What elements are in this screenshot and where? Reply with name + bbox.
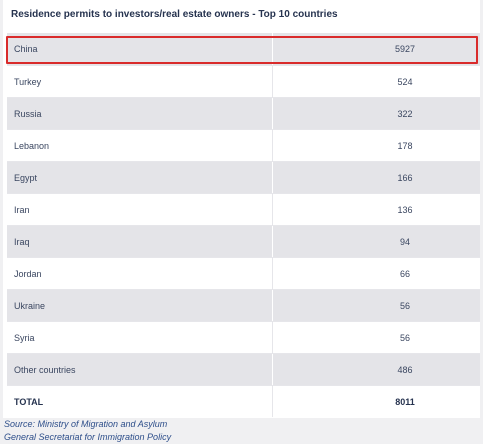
table-row: Syria 56 (7, 321, 480, 353)
column-divider (272, 33, 273, 65)
table-row: Egypt 166 (7, 161, 480, 193)
column-divider (272, 130, 273, 161)
value-cell: 178 (397, 141, 413, 151)
total-row: TOTAL 8011 (7, 385, 480, 417)
country-cell: Iraq (14, 237, 30, 247)
country-cell: Syria (14, 333, 35, 343)
table-row: Russia 322 (7, 97, 480, 129)
value-cell: 5927 (394, 44, 416, 54)
country-cell: Lebanon (14, 141, 50, 151)
value-cell: 524 (397, 77, 413, 87)
table-row: Iran 136 (7, 193, 480, 225)
value-cell: 56 (399, 301, 410, 311)
column-divider (272, 98, 273, 129)
total-label: TOTAL (14, 397, 44, 407)
source-line-2: General Secretariat for Immigration Poli… (4, 432, 172, 442)
country-cell: Iran (14, 205, 30, 215)
column-divider (272, 226, 273, 257)
table-row: Ukraine 56 (7, 289, 480, 321)
value-cell: 486 (397, 365, 413, 375)
value-cell: 166 (397, 173, 413, 183)
column-divider (272, 258, 273, 289)
source-line-1: Source: Ministry of Migration and Asylum (4, 419, 168, 429)
country-cell: Other countries (14, 365, 76, 375)
country-cell: China (14, 44, 38, 54)
column-divider (272, 162, 273, 193)
table-title: Residence permits to investors/real esta… (11, 9, 338, 20)
column-divider (272, 194, 273, 225)
column-divider (272, 322, 273, 353)
column-divider (272, 354, 273, 385)
table-row: Iraq 94 (7, 225, 480, 257)
column-divider (272, 66, 273, 97)
value-cell: 56 (399, 333, 410, 343)
column-divider (272, 290, 273, 321)
table-row: Other countries 486 (7, 353, 480, 385)
country-cell: Egypt (14, 173, 38, 183)
country-cell: Ukraine (14, 301, 46, 311)
value-cell: 322 (397, 109, 413, 119)
value-cell: 94 (399, 237, 410, 247)
value-cell: 136 (397, 205, 413, 215)
column-divider (272, 386, 273, 417)
table-row: Lebanon 178 (7, 129, 480, 161)
table-row: China 5927 (7, 33, 480, 65)
table-row: Jordan 66 (7, 257, 480, 289)
country-cell: Turkey (14, 77, 42, 87)
country-cell: Russia (14, 109, 42, 119)
total-value: 8011 (395, 397, 415, 407)
permits-table: China 5927 Turkey 524 Russia 322 Lebanon… (7, 33, 480, 417)
value-cell: 66 (399, 269, 410, 279)
country-cell: Jordan (14, 269, 42, 279)
table-panel: Residence permits to investors/real esta… (3, 0, 480, 418)
table-row: Turkey 524 (7, 65, 480, 97)
